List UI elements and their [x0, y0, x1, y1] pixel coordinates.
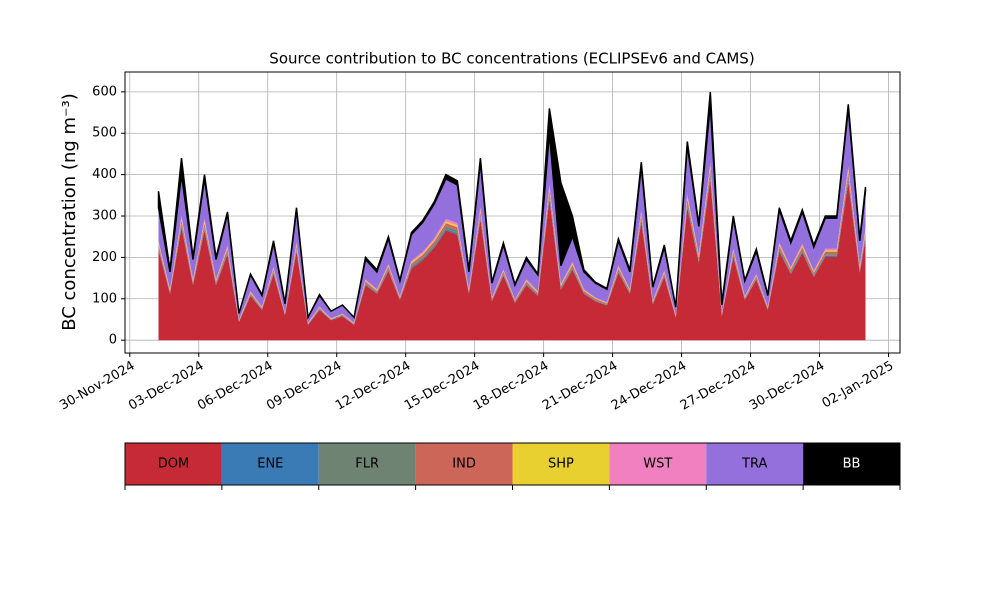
- area: [157, 91, 867, 321]
- legend-swatch: [318, 443, 416, 485]
- area: [158, 166, 866, 324]
- area: [158, 162, 866, 324]
- legend-frame: [124, 442, 901, 486]
- y-tick-label: 200: [92, 250, 117, 265]
- y-tick-label: 0: [109, 333, 117, 348]
- legend-label: TRA: [741, 457, 767, 472]
- chart-title: Source contribution to BC concentrations…: [269, 50, 754, 68]
- legend-label: DOM: [158, 457, 189, 472]
- legend-swatch: [706, 443, 804, 485]
- legend-label: FLR: [355, 457, 379, 472]
- y-tick-label: 400: [92, 167, 117, 182]
- legend-label: WST: [643, 457, 672, 472]
- legend-swatch: [803, 443, 900, 485]
- area: [158, 168, 866, 324]
- legend-label: ENE: [257, 457, 283, 472]
- legend-swatch: [221, 443, 319, 485]
- legend-swatch: [125, 443, 222, 485]
- y-tick-label: 100: [92, 291, 117, 306]
- y-tick-label: 300: [92, 209, 117, 224]
- area: [158, 179, 866, 341]
- area: [158, 177, 866, 325]
- legend-label: BB: [843, 457, 861, 472]
- y-tick-label: 500: [92, 126, 117, 141]
- legend-swatch: [609, 443, 707, 485]
- legend-swatch: [512, 443, 610, 485]
- legend-label: SHP: [548, 457, 574, 472]
- y-axis-label: BC concentration (ng m⁻³): [59, 93, 80, 331]
- plot-frame: [124, 71, 901, 354]
- y-tick-label: 600: [92, 84, 117, 99]
- legend-swatch: [415, 443, 513, 485]
- legend-label: IND: [452, 457, 476, 472]
- area: [158, 173, 866, 325]
